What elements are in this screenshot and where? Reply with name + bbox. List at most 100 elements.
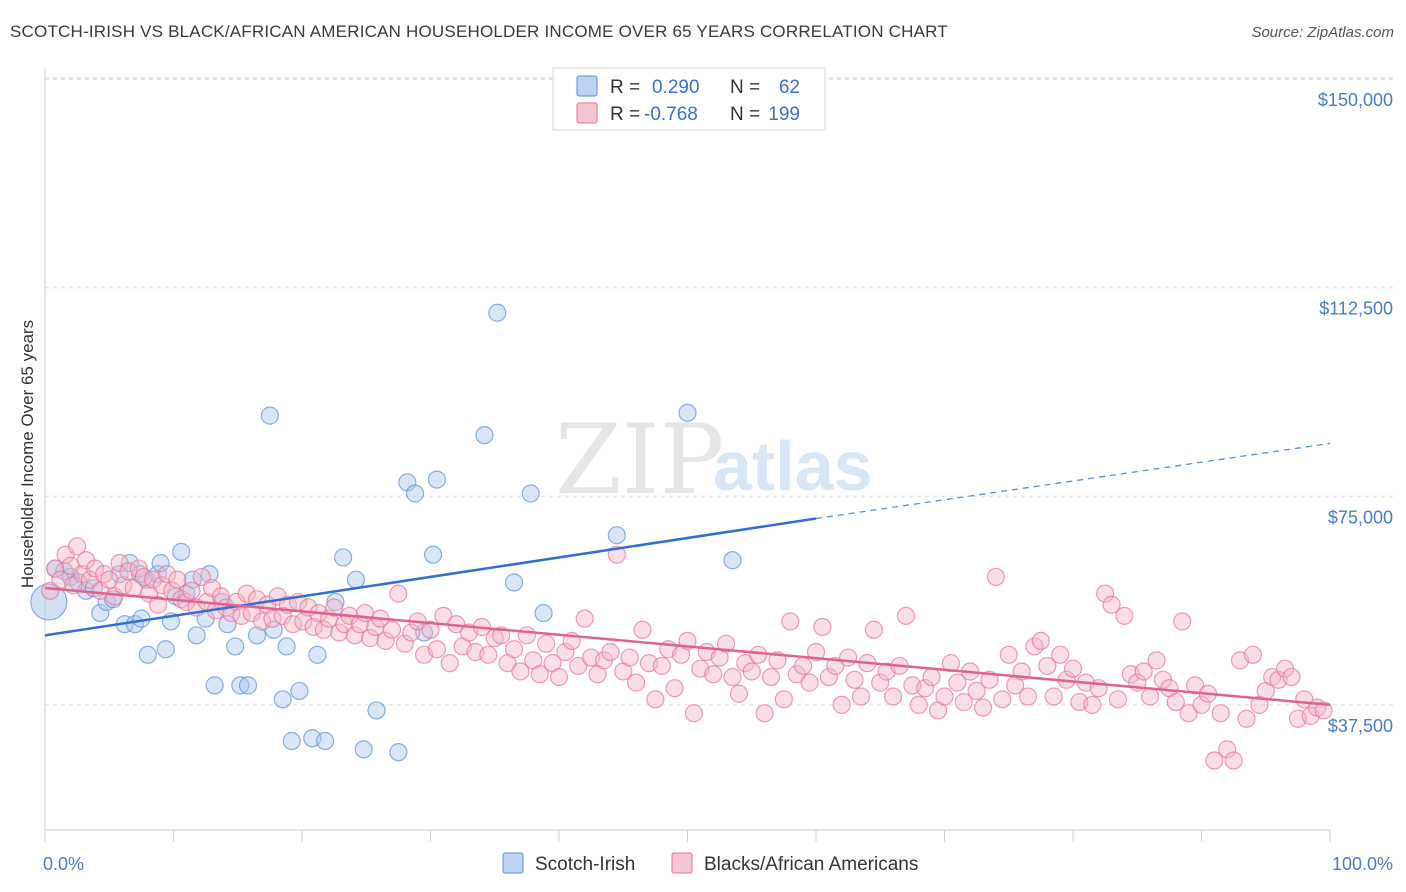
legend-swatch-blacks: [576, 102, 598, 124]
point-scotch-irish-36: [260, 406, 279, 425]
point-scotch-irish-32: [226, 637, 245, 656]
point-blacks-214: [1314, 701, 1333, 720]
point-blacks-180: [1096, 584, 1115, 603]
point-blacks-95: [549, 667, 569, 687]
point-blacks-69: [382, 620, 402, 639]
point-blacks-58: [325, 598, 344, 617]
point-blacks-160: [967, 681, 986, 701]
point-blacks-130: [774, 690, 793, 709]
point-scotch-irish-55: [427, 470, 447, 489]
data-points: [30, 303, 1333, 770]
point-scotch-irish-62: [678, 403, 697, 422]
point-blacks-164: [993, 690, 1012, 709]
legend-swatch-scotch-irish: [576, 75, 598, 97]
point-blacks-123: [729, 684, 749, 703]
point-blacks-193: [1179, 704, 1198, 723]
axis-labels: $37,500 $75,000 $112,500 $150,000 0.0% 100.0%…: [18, 90, 1393, 874]
point-blacks-84: [479, 645, 498, 664]
legend-r-label-1: R =: [610, 104, 640, 125]
point-scotch-irish-50: [389, 743, 408, 762]
point-scotch-irish-49: [367, 701, 386, 720]
legend-bottom-label-blacks: Blacks/African Americans: [704, 854, 918, 875]
point-blacks-209: [1282, 667, 1301, 687]
point-blacks-149: [896, 606, 916, 625]
point-blacks-107: [626, 673, 646, 692]
point-blacks-199: [1218, 740, 1237, 759]
point-blacks-198: [1211, 704, 1230, 723]
point-scotch-irish-46: [334, 548, 353, 567]
point-blacks-138: [826, 656, 845, 676]
point-blacks-135: [806, 642, 826, 662]
point-scotch-irish-47: [346, 570, 366, 589]
point-blacks-71: [395, 634, 414, 653]
legend-r-value-0: 0.290: [652, 77, 700, 98]
point-scotch-irish-41: [290, 681, 309, 701]
point-blacks-147: [883, 687, 903, 706]
point-blacks-32: [192, 567, 211, 587]
point-blacks-75: [421, 620, 440, 639]
point-blacks-52: [294, 612, 313, 631]
point-blacks-103: [601, 642, 620, 662]
point-blacks-186: [1134, 662, 1153, 681]
point-scotch-irish-35: [247, 626, 267, 645]
point-blacks-140: [839, 648, 858, 667]
point-blacks-68: [376, 631, 395, 650]
point-scotch-irish-45: [326, 592, 345, 612]
point-blacks-152: [916, 679, 935, 698]
point-blacks-126: [749, 645, 768, 664]
point-blacks-175: [1063, 659, 1083, 678]
point-blacks-92: [530, 665, 549, 684]
point-scotch-irish-34: [238, 676, 258, 695]
point-scotch-irish-17: [138, 645, 157, 664]
point-scotch-irish-26: [187, 626, 206, 645]
legend-n-label-0: N =: [730, 77, 760, 98]
point-blacks-178: [1083, 695, 1102, 714]
point-blacks-141: [845, 670, 864, 689]
point-blacks-161: [973, 698, 993, 717]
point-blacks-78: [440, 654, 459, 673]
point-blacks-12: [95, 565, 114, 584]
point-blacks-76: [427, 640, 447, 659]
point-blacks-113: [665, 679, 684, 698]
point-blacks-122: [723, 667, 742, 687]
point-scotch-irish-58: [504, 573, 524, 592]
point-blacks-202: [1237, 709, 1256, 728]
point-scotch-irish-52: [405, 484, 425, 503]
point-blacks-133: [794, 656, 813, 676]
point-scotch-irish-54: [423, 545, 443, 564]
point-blacks-170: [1031, 631, 1050, 650]
trend-extension-scotch-irish: [815, 442, 1331, 520]
point-blacks-151: [909, 695, 928, 714]
legend-bottom-swatch-blacks: [671, 852, 693, 874]
point-blacks-155: [935, 687, 954, 706]
legend-top-box: [552, 67, 826, 131]
point-scotch-irish-39: [277, 637, 296, 656]
point-blacks-162: [980, 670, 999, 689]
legend-n-value-0: 62: [779, 77, 800, 98]
trend-line-blacks: [44, 586, 1331, 707]
point-blacks-142: [851, 687, 871, 706]
point-scotch-irish-60: [534, 603, 553, 623]
point-blacks-46: [263, 609, 282, 628]
point-blacks-121: [716, 634, 736, 653]
point-blacks-173: [1051, 645, 1070, 664]
point-blacks-119: [704, 665, 723, 684]
point-blacks-90: [517, 626, 536, 645]
point-blacks-157: [948, 673, 967, 692]
point-blacks-128: [761, 667, 781, 687]
point-blacks-194: [1185, 676, 1205, 695]
y-tick-label-3: $150,000: [1318, 90, 1393, 110]
point-blacks-125: [742, 662, 761, 681]
point-scotch-irish-33: [231, 676, 250, 695]
legend-n-value-1: 199: [768, 104, 800, 125]
point-blacks-165: [999, 645, 1018, 664]
point-blacks-23: [148, 595, 168, 614]
point-blacks-183: [1115, 606, 1134, 625]
y-axis-title: Householder Income Over 65 years: [18, 320, 37, 588]
point-blacks-27: [168, 570, 187, 589]
point-blacks-6: [68, 537, 87, 556]
point-blacks-203: [1243, 645, 1263, 664]
point-blacks-70: [389, 584, 408, 603]
source-label: Source: ZipAtlas.com: [1251, 24, 1394, 41]
